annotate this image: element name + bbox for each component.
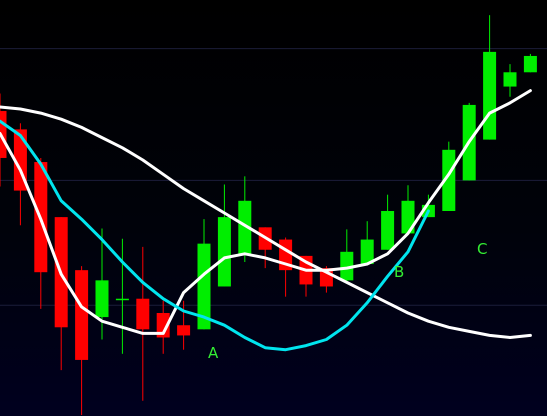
candle-body-25 — [503, 72, 517, 87]
candle-0 — [0, 93, 7, 187]
candle-9 — [177, 300, 191, 350]
candle-body-22 — [442, 149, 456, 211]
candle-6 — [115, 238, 129, 354]
moving-average-cyan-line — [0, 119, 430, 352]
candle-body-11 — [217, 217, 231, 287]
candle-body-5 — [95, 280, 109, 318]
moving-average-lines — [0, 89, 532, 352]
candle-17 — [340, 229, 354, 283]
candle-8 — [156, 300, 170, 354]
candle-body-8 — [156, 313, 170, 338]
candle-4 — [75, 266, 89, 415]
candle-body-18 — [360, 239, 374, 265]
candle-body-4 — [75, 270, 89, 360]
candle-body-0 — [0, 111, 7, 158]
candle-12 — [238, 176, 252, 262]
candle-25 — [503, 64, 517, 97]
candle-body-26 — [523, 55, 537, 73]
candle-body-9 — [177, 325, 191, 336]
candle-1 — [13, 123, 27, 226]
candle-body-24 — [483, 51, 497, 140]
annotation-a: A — [208, 344, 219, 362]
candle-body-7 — [136, 298, 150, 330]
candle-body-17 — [340, 251, 354, 281]
candle-3 — [54, 217, 68, 371]
candle-body-20 — [401, 200, 415, 234]
candle-11 — [217, 184, 231, 287]
candle-7 — [136, 246, 150, 401]
candle-19 — [381, 194, 395, 250]
candle-26 — [523, 53, 537, 73]
grid-lines — [0, 48, 547, 306]
candle-18 — [360, 221, 374, 265]
annotations: A B C — [208, 240, 487, 362]
annotation-c: C — [477, 240, 487, 258]
candle-body-12 — [238, 200, 252, 254]
moving-average-fast-line — [0, 89, 532, 335]
candle-body-10 — [197, 243, 211, 330]
candle-body-19 — [381, 211, 395, 250]
candle-20 — [401, 185, 415, 234]
candles — [0, 15, 537, 415]
moving-average-slow-line — [0, 105, 532, 339]
annotation-b: B — [394, 263, 404, 281]
candle-body-6 — [115, 298, 129, 301]
